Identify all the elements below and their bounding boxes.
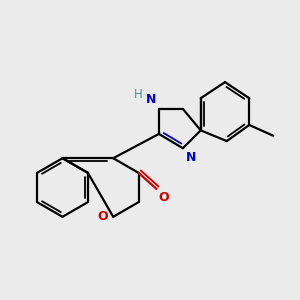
Text: O: O xyxy=(97,210,108,223)
Text: H: H xyxy=(134,88,143,101)
Text: O: O xyxy=(158,191,169,204)
Text: N: N xyxy=(186,151,196,164)
Text: N: N xyxy=(146,93,156,106)
